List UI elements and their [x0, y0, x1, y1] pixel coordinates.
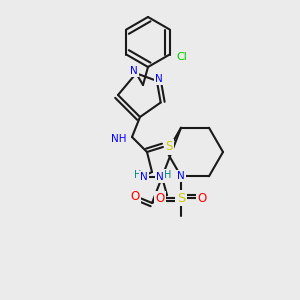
Text: H: H — [134, 170, 141, 180]
Text: O: O — [155, 192, 165, 205]
Text: Cl: Cl — [176, 52, 187, 61]
Text: N: N — [156, 172, 164, 182]
Text: N: N — [140, 172, 148, 182]
Text: H: H — [164, 170, 171, 180]
Text: S: S — [177, 192, 185, 205]
Text: N: N — [155, 74, 163, 84]
Text: NH: NH — [112, 134, 127, 144]
Text: S: S — [165, 140, 173, 154]
Text: O: O — [197, 192, 207, 205]
Text: N: N — [130, 66, 138, 76]
Text: O: O — [130, 190, 140, 203]
Text: N: N — [177, 171, 185, 181]
